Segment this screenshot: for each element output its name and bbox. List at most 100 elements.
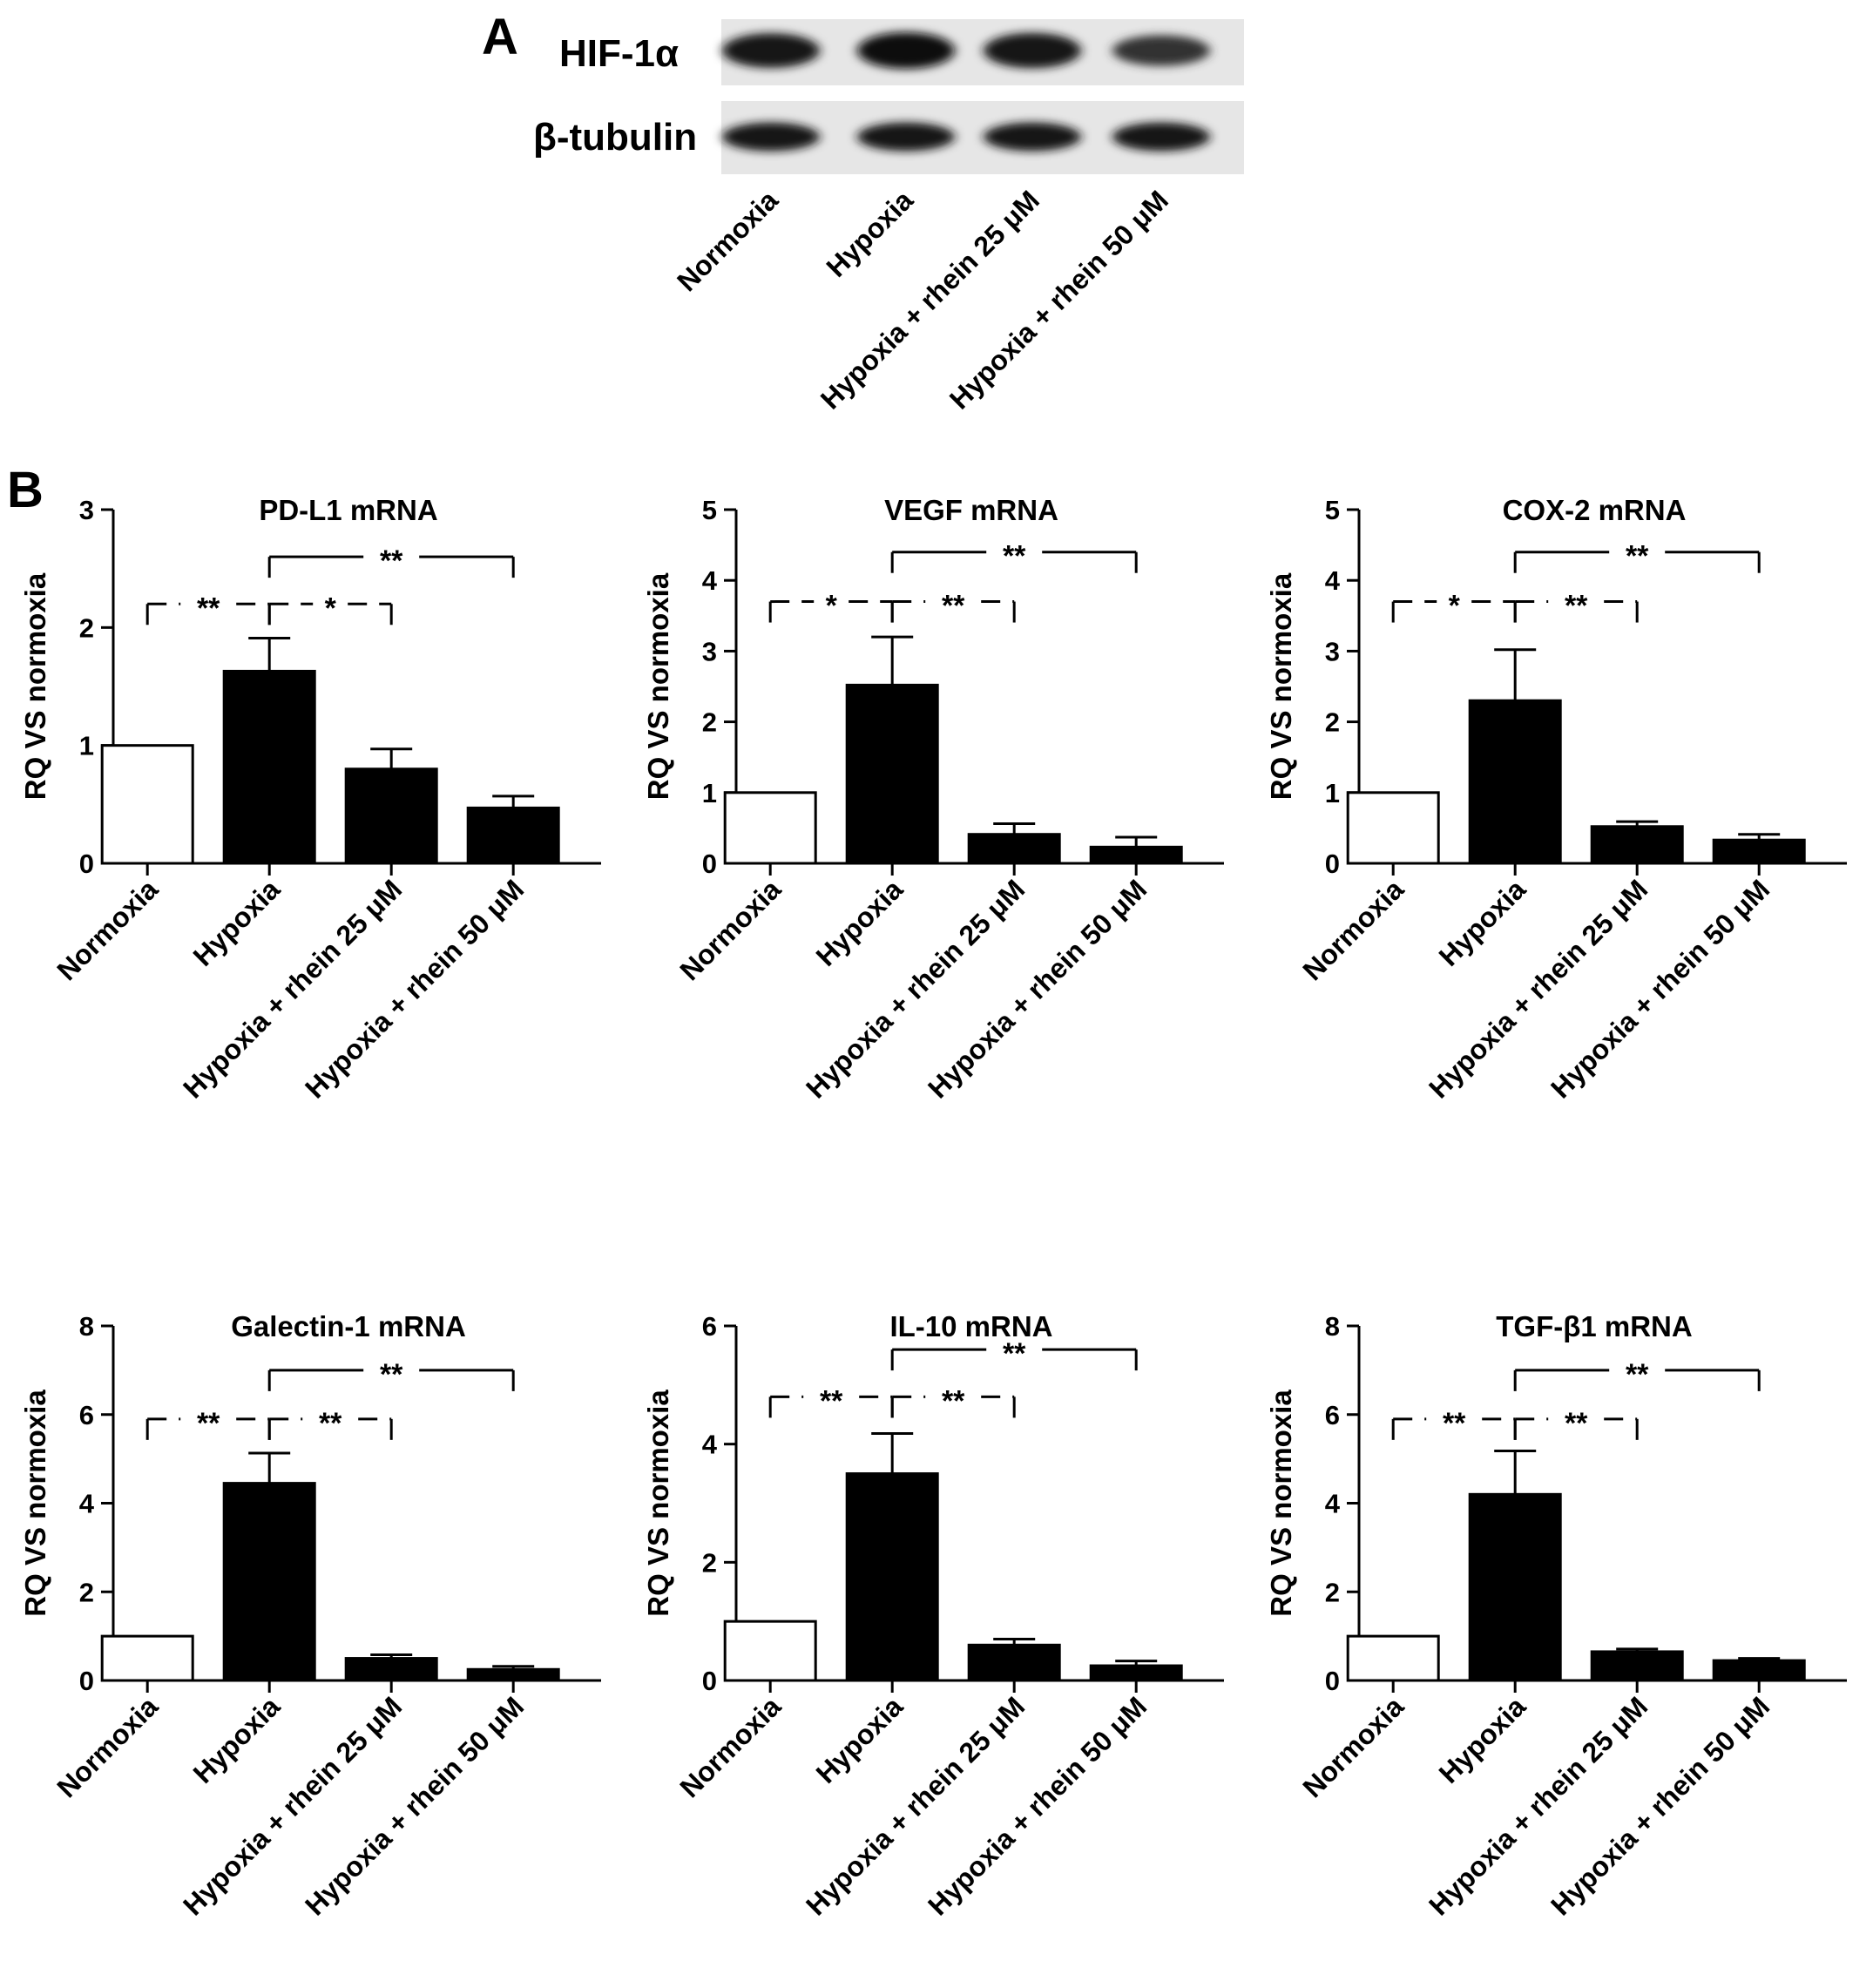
significance-label: ** — [1626, 540, 1649, 573]
y-tick-label: 0 — [1325, 849, 1340, 879]
lane-label: Hypoxia — [820, 184, 919, 283]
y-tick-label: 0 — [79, 1666, 94, 1696]
x-tick-label: Hypoxia — [810, 873, 909, 972]
panel-b-letter: B — [7, 462, 44, 518]
bar — [967, 833, 1061, 865]
blot-band — [1112, 35, 1210, 66]
bar — [1089, 845, 1183, 865]
y-tick-label: 4 — [1325, 1489, 1341, 1519]
significance-bracket: ** — [267, 1358, 515, 1391]
bar — [1089, 1664, 1183, 1682]
x-tick-label: Hypoxia — [187, 1690, 287, 1789]
bar — [723, 791, 817, 865]
y-tick-label: 8 — [79, 1311, 94, 1342]
x-tick-label: Normoxia — [1296, 1690, 1410, 1803]
x-tick-label: Hypoxia + rhein 25 μM — [177, 1690, 408, 1921]
significance-bracket: * — [267, 592, 393, 625]
bar — [1712, 838, 1806, 865]
lane-label: Hypoxia + rhein 25 μM — [815, 184, 1045, 415]
significance-label: ** — [1443, 1407, 1466, 1440]
panel-a-western-blot: A HIF-1α β-tubulin Normoxia HypoxiaHypoxi… — [482, 9, 1244, 416]
bar — [466, 1667, 560, 1682]
lane-label: Hypoxia + rhein 50 μM — [943, 184, 1174, 415]
y-tick-label: 2 — [702, 1547, 717, 1578]
bar — [222, 1482, 316, 1682]
significance-label: ** — [380, 1358, 403, 1391]
y-tick-label: 1 — [1325, 778, 1340, 808]
blot-band — [722, 33, 820, 68]
y-axis-title: RQ VS normoxia — [1265, 572, 1297, 800]
x-tick-label: Hypoxia + rhein 50 μM — [922, 873, 1153, 1104]
significance-bracket: ** — [890, 1384, 1016, 1418]
x-tick-label: Normoxia — [51, 1690, 164, 1803]
bar — [723, 1619, 817, 1682]
x-tick-label: Hypoxia + rhein 25 μM — [800, 873, 1031, 1104]
y-tick-label: 6 — [702, 1311, 717, 1342]
bar — [1346, 1634, 1440, 1682]
bar — [1590, 1650, 1684, 1682]
bar — [1590, 825, 1684, 865]
y-tick-label: 2 — [1325, 1577, 1340, 1607]
significance-bracket: ** — [890, 590, 1016, 623]
y-axis-title: RQ VS normoxia — [19, 1390, 51, 1617]
y-tick-label: 2 — [79, 612, 94, 643]
significance-bracket: ** — [1391, 1407, 1517, 1440]
significance-label: ** — [1565, 590, 1588, 623]
y-tick-label: 4 — [702, 565, 718, 596]
x-tick-label: Normoxia — [1296, 873, 1410, 986]
significance-label: * — [826, 590, 838, 623]
significance-label: ** — [1565, 1407, 1588, 1440]
bar — [344, 767, 438, 865]
significance-label: ** — [1003, 540, 1026, 573]
x-tick-label: Hypoxia + rhein 25 μM — [800, 1690, 1031, 1921]
bar — [222, 669, 316, 865]
x-tick-label: Hypoxia + rhein 25 μM — [1423, 1690, 1653, 1921]
chart-title: VEGF mRNA — [884, 494, 1058, 526]
blot-band — [857, 122, 955, 152]
blot-band — [984, 122, 1081, 152]
x-tick-label: Normoxia — [51, 873, 164, 986]
significance-bracket: ** — [768, 1384, 894, 1418]
y-tick-label: 6 — [1325, 1400, 1340, 1430]
y-tick-label: 1 — [702, 778, 717, 808]
bar — [845, 683, 939, 865]
significance-bracket: ** — [267, 1407, 393, 1440]
y-tick-label: 1 — [79, 731, 94, 761]
significance-label: ** — [820, 1384, 843, 1417]
significance-label: ** — [1626, 1358, 1649, 1391]
significance-label: ** — [197, 592, 220, 625]
y-tick-label: 3 — [1325, 636, 1340, 666]
significance-label: ** — [380, 544, 403, 578]
y-tick-label: 2 — [79, 1577, 94, 1607]
y-tick-label: 0 — [1325, 1666, 1340, 1696]
panel-a-letter: A — [482, 9, 518, 65]
bar — [100, 744, 194, 865]
significance-bracket: ** — [145, 592, 271, 625]
x-tick-label: Hypoxia — [1433, 873, 1532, 972]
y-tick-label: 0 — [79, 849, 94, 879]
bar — [1468, 1492, 1562, 1682]
lane-label: Normoxia — [671, 184, 784, 297]
blot-label-hif1a: HIF-1α — [559, 32, 679, 75]
y-tick-label: 6 — [79, 1400, 94, 1430]
x-tick-label: Hypoxia — [187, 873, 287, 972]
x-tick-label: Hypoxia + rhein 50 μM — [1545, 873, 1775, 1104]
x-tick-label: Normoxia — [673, 1690, 787, 1803]
blot-band — [857, 32, 955, 69]
bar — [100, 1634, 194, 1682]
significance-bracket: ** — [145, 1407, 271, 1440]
significance-bracket: ** — [890, 1337, 1138, 1371]
y-tick-label: 2 — [1325, 707, 1340, 738]
significance-label: * — [325, 592, 337, 625]
x-tick-label: Hypoxia + rhein 50 μM — [299, 873, 530, 1104]
x-tick-label: Hypoxia — [1433, 1690, 1532, 1789]
y-axis-title: RQ VS normoxia — [642, 572, 674, 800]
y-tick-label: 5 — [702, 495, 717, 525]
significance-label: ** — [319, 1407, 342, 1440]
y-tick-label: 8 — [1325, 1311, 1340, 1342]
